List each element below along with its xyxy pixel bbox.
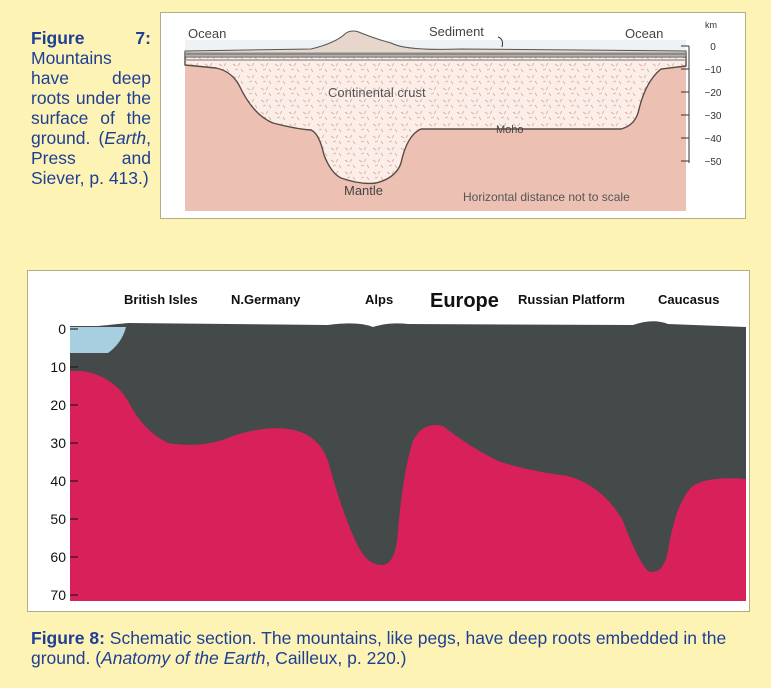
region-label-russian-platform: Russian Platform xyxy=(518,292,625,307)
figure8-diagram: 0 10 20 30 40 50 60 70 Europe British Isles N.G… xyxy=(50,290,746,603)
figure8-caption-source: Anatomy of the Earth xyxy=(101,648,266,668)
region-label-british-isles: British Isles xyxy=(124,292,198,307)
figure7-caption-text: Mountains have deep roots under the surf… xyxy=(31,48,151,148)
axis-tick-label: −10 xyxy=(705,65,722,76)
moho-label: Moho xyxy=(496,124,524,136)
depth-tick-label: 10 xyxy=(50,359,66,375)
figure7-panel: Ocean Ocean Sediment Continental crust M… xyxy=(160,12,746,219)
depth-tick-label: 30 xyxy=(50,435,66,451)
figure7-caption-label: Figure 7: xyxy=(31,28,151,48)
depth-axis: 0 −10 −20 −30 −40 −50 xyxy=(681,42,722,168)
depth-tick-label: 0 xyxy=(58,321,66,337)
depth-tick-label: 60 xyxy=(50,549,66,565)
mantle-label: Mantle xyxy=(344,183,383,198)
axis-tick-label: −20 xyxy=(705,88,722,99)
sea-region xyxy=(70,327,126,353)
sediment-pointer xyxy=(497,36,503,48)
axis-tick-label: 0 xyxy=(710,42,716,53)
axis-unit: km xyxy=(705,20,717,30)
axis-tick-label: −30 xyxy=(705,111,722,122)
figure8-panel: 0 10 20 30 40 50 60 70 Europe British Isles N.G… xyxy=(27,270,750,612)
figure7-diagram: Ocean Ocean Sediment Continental crust M… xyxy=(184,20,722,211)
figure8-caption-citation: , Cailleux, p. 220.) xyxy=(265,648,407,668)
depth-axis: 0 10 20 30 40 50 60 70 xyxy=(50,321,78,603)
depth-tick-label: 50 xyxy=(50,511,66,527)
axis-tick-label: −50 xyxy=(705,157,722,168)
figure7-caption-source: Earth xyxy=(104,128,147,148)
figure8-caption-text: Schematic section. The mountains, like p… xyxy=(31,628,727,668)
axis-tick-label: −40 xyxy=(705,134,722,145)
scale-note: Horizontal distance not to scale xyxy=(463,190,630,204)
surface-relief xyxy=(184,30,687,58)
depth-tick-label: 40 xyxy=(50,473,66,489)
ocean-right-label: Ocean xyxy=(625,26,663,41)
region-label-alps: Alps xyxy=(365,292,393,307)
figure8-title: Europe xyxy=(430,290,499,312)
depth-tick-label: 70 xyxy=(50,587,66,603)
region-label-caucasus: Caucasus xyxy=(658,292,719,307)
figure8-caption: Figure 8: Schematic section. The mountai… xyxy=(31,628,746,668)
continental-crust-label: Continental crust xyxy=(328,85,426,100)
depth-tick-label: 20 xyxy=(50,397,66,413)
figure7-caption-citation: , Press and Siever, p. 413.) xyxy=(31,128,151,188)
figure7-caption: Figure 7: Mountains have deep roots unde… xyxy=(31,28,151,188)
ocean-left-label: Ocean xyxy=(188,26,226,41)
figure8-caption-label: Figure 8: xyxy=(31,628,105,648)
mantle-region xyxy=(70,371,746,601)
sediment-label: Sediment xyxy=(429,24,484,39)
region-label-n-germany: N.Germany xyxy=(231,292,301,307)
continental-crust-region xyxy=(184,52,687,185)
